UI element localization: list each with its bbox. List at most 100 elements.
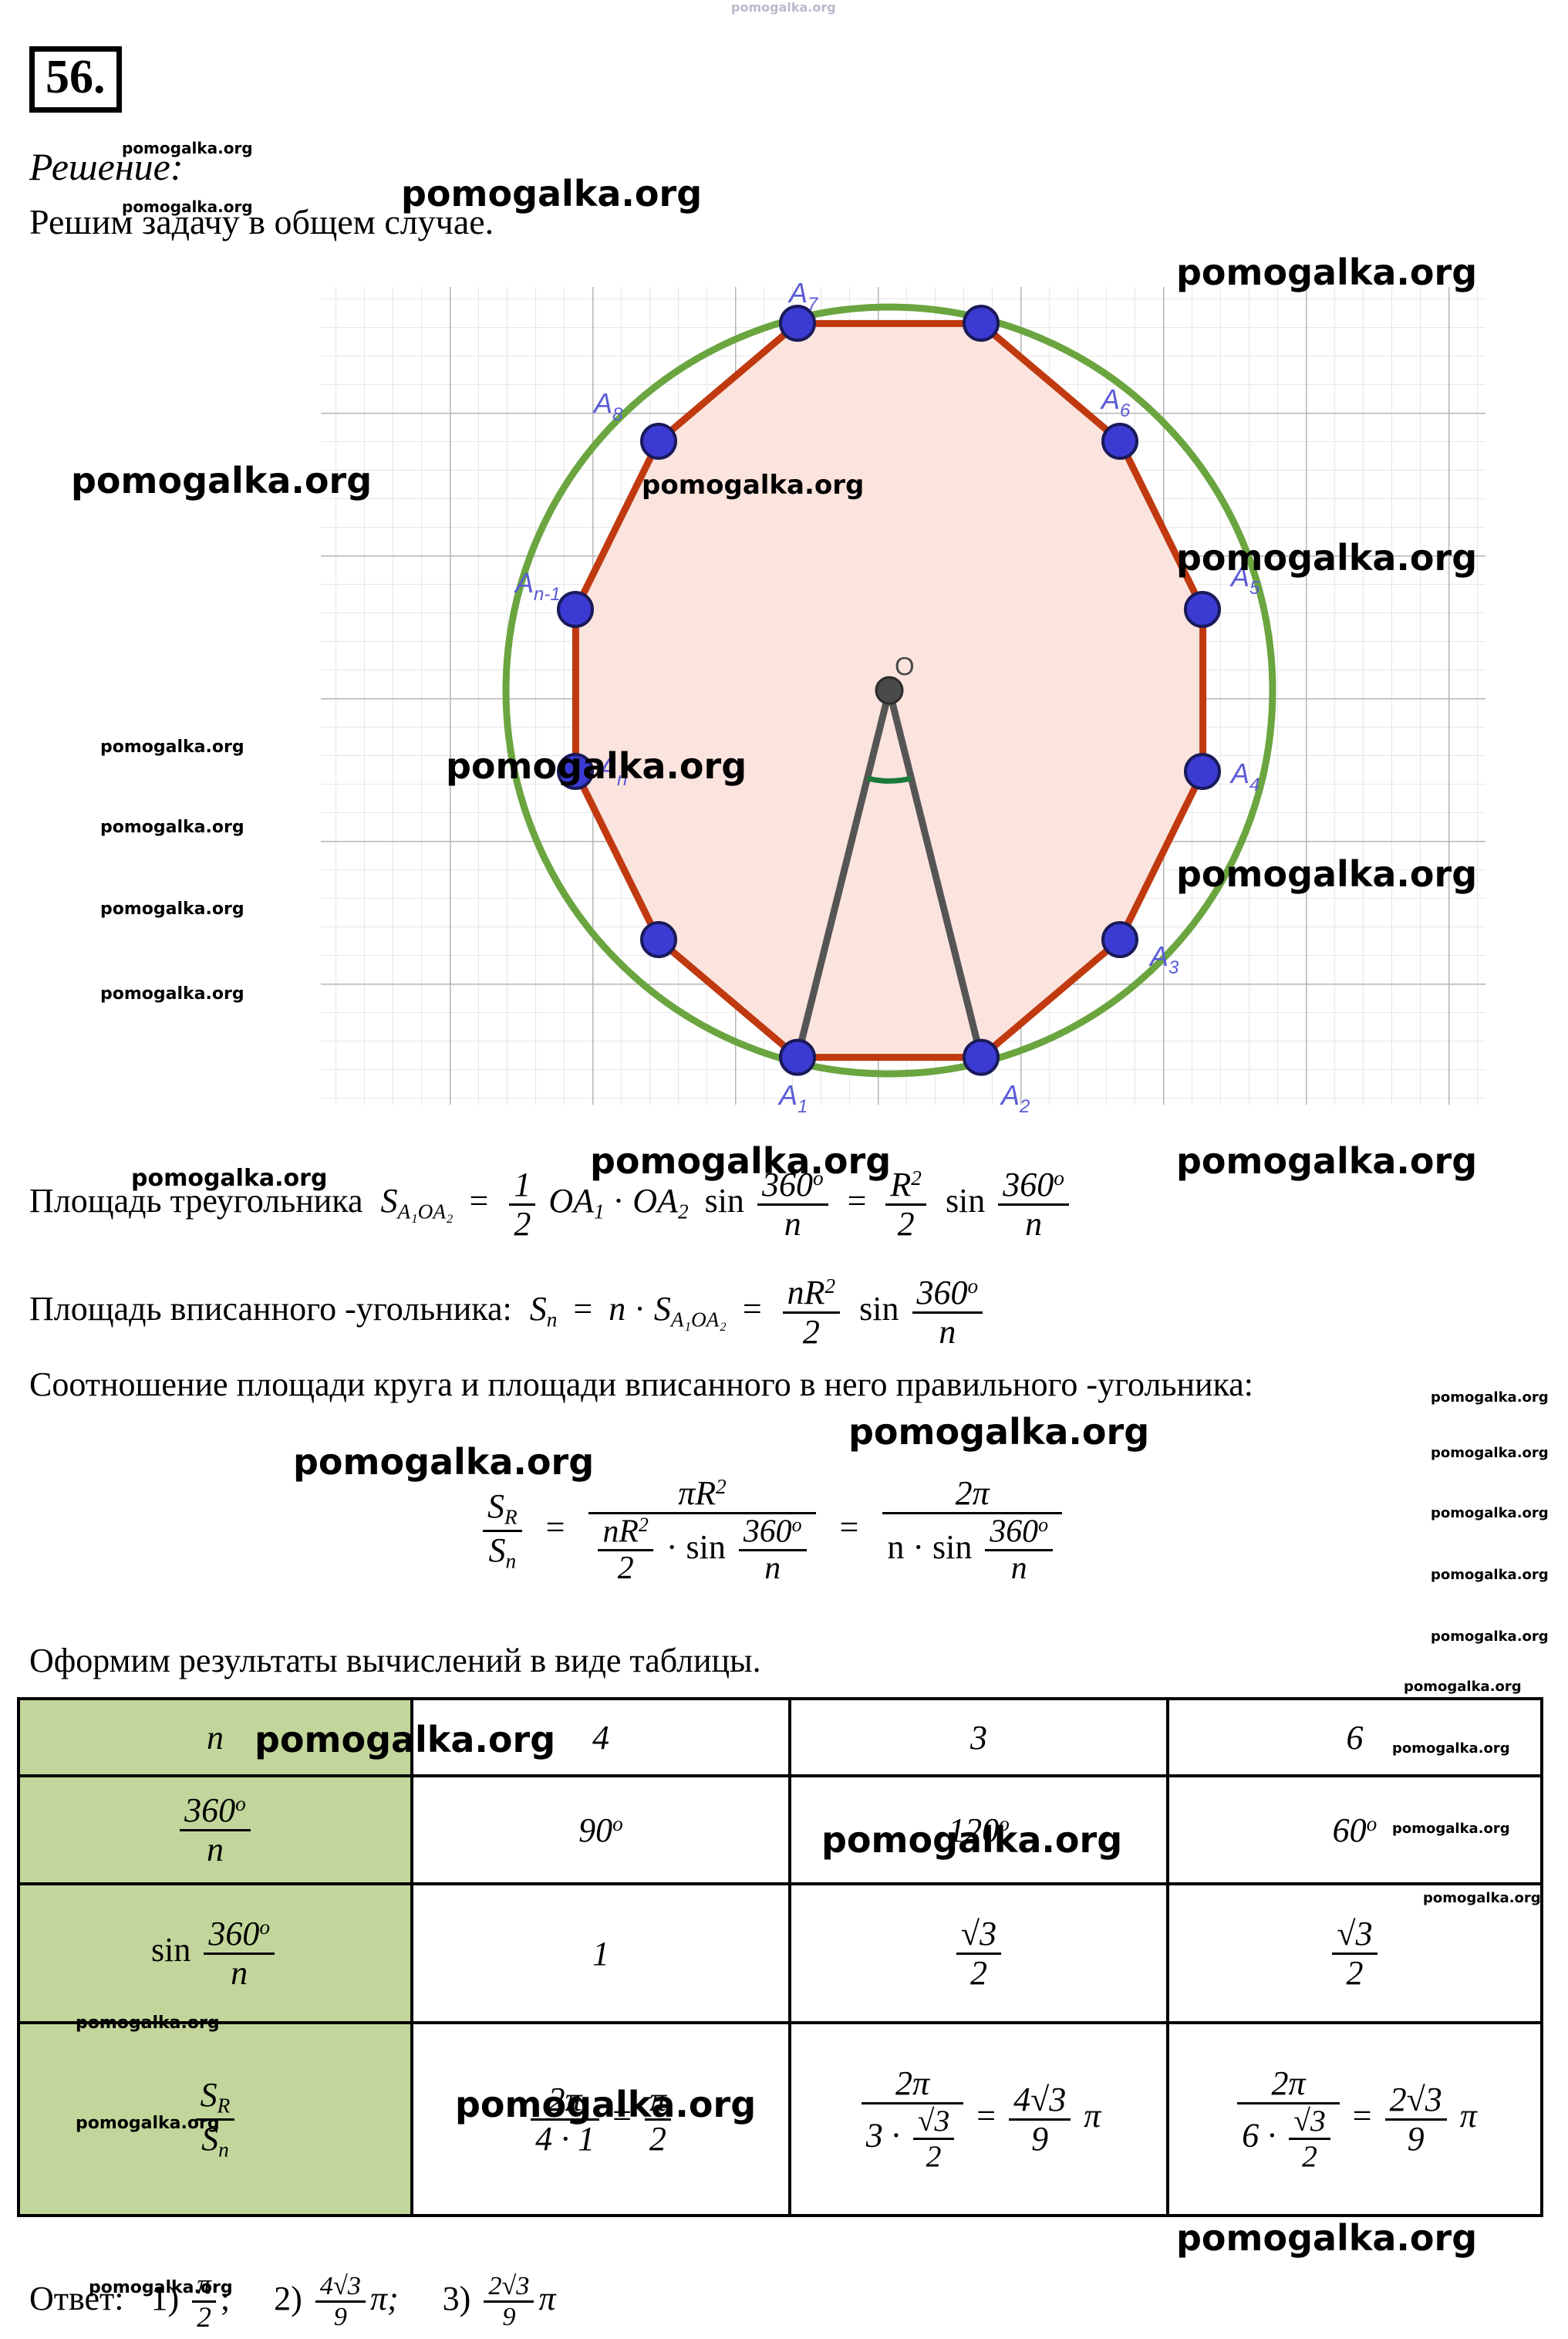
- vertex-extra-2: [640, 921, 677, 958]
- results-table: n 4 3 6 360o n 90o 120o 60o: [17, 1697, 1543, 2217]
- table-row-angle: 360o n 90o 120o 60o: [17, 1774, 1543, 1885]
- table-label-n: n: [17, 1697, 413, 1777]
- ratio-nR2-frac: nR2 2: [598, 1514, 653, 1587]
- watermark-21: pomogalka.org: [1431, 1567, 1549, 1583]
- formula-1-half-den: 2: [509, 1203, 536, 1243]
- formula-2-angle-num: 360o: [916, 1274, 979, 1311]
- formula-2-n: n: [609, 1290, 626, 1328]
- watermark-17: pomogalka.org: [848, 1411, 1150, 1453]
- ratio-angle-2: 360o n: [985, 1514, 1054, 1587]
- formula-2-nR2-num: nR2: [787, 1274, 836, 1311]
- table-label-sin: sin 360o n: [17, 1882, 413, 2024]
- formula-1-S-sub: A₁OA₂: [397, 1200, 454, 1224]
- formula-1-half: 1 2: [509, 1166, 536, 1243]
- formula-1-angle: 360o n: [757, 1166, 828, 1242]
- watermark-22: pomogalka.org: [1431, 1629, 1549, 1645]
- formula-2-angle-den: n: [912, 1311, 983, 1351]
- formula-line-1: Площадь треугольника SA₁OA₂ = 1 2 OA1 · …: [29, 1166, 1074, 1242]
- table-label-angle: 360o n: [17, 1774, 413, 1885]
- table-cell-n-1: 4: [410, 1697, 791, 1777]
- inscribed-polygon-figure: O A1 A2 A3 A4: [307, 270, 1518, 1126]
- table-cell-sin-1: 1: [410, 1882, 791, 2024]
- table-cell-sin-3: √3 2: [1166, 1882, 1543, 2024]
- answer-line: Ответ: 1) π 2 ; 2) 4√3 9 π; 3) 2√3 9 π: [29, 2269, 556, 2334]
- formula-1-sin: sin: [704, 1182, 744, 1220]
- triangle-radii: [794, 687, 985, 1061]
- formula-1-R2-den: 2: [885, 1203, 926, 1243]
- formula-2-angle: 360o n: [912, 1274, 983, 1350]
- answer-item-2: 4√3 9 π;: [311, 2272, 407, 2331]
- ratio-right-den: n · sin 360o n: [882, 1511, 1063, 1587]
- formula-1-half-num: 1: [514, 1166, 531, 1203]
- answer-item-2-index: 2): [274, 2279, 302, 2317]
- table-cell-sin-2: √3 2: [788, 1882, 1169, 2024]
- ratio-SR: SR: [487, 1487, 518, 1530]
- watermark-19: pomogalka.org: [1431, 1445, 1549, 1461]
- ratio-piR2: πR2: [678, 1474, 727, 1512]
- formula-2-nR2-den: 2: [782, 1311, 841, 1351]
- ratio-Sn: Sn: [483, 1529, 522, 1573]
- formula-1-OA1: OA: [548, 1182, 594, 1220]
- vertex-A1: [779, 1038, 816, 1076]
- table-cell-angle-1: 90o: [410, 1774, 791, 1885]
- formula-line-2: Площадь вписанного -угольника: Sn = n · …: [29, 1274, 987, 1350]
- watermark-9: pomogalka.org: [100, 818, 244, 837]
- formula-1-sin2: sin: [945, 1182, 986, 1220]
- formula-1-eq2: =: [847, 1182, 867, 1220]
- answer-item-1-index: 1): [150, 2279, 180, 2317]
- table-row-n: n 4 3 6: [17, 1697, 1543, 1777]
- formula-2-S2: S: [653, 1290, 671, 1328]
- table-cell-n-2: 3: [788, 1697, 1169, 1777]
- task-number: 56.: [46, 51, 106, 103]
- solution-label: Решение:: [29, 145, 184, 188]
- formula-1-angle-num: 360o: [761, 1166, 824, 1203]
- formula-2-eq2: =: [742, 1290, 762, 1328]
- vertex-A2: [963, 1038, 1000, 1076]
- table-cell-ratio-2: 2π 3 · √3 2 = 4√3: [788, 2021, 1169, 2217]
- table-row-ratio: SR Sn 2π 4 · 1 = π 2: [17, 2021, 1543, 2217]
- table-label-ratio: SR Sn: [17, 2021, 413, 2217]
- formula-2-S2-sub: A₁OA₂: [670, 1308, 727, 1332]
- ratio-right: 2π n · sin 360o n: [882, 1475, 1063, 1587]
- formula-line-4: Оформим результаты вычислений в виде таб…: [29, 1642, 761, 1679]
- table-cell-angle-2: 120o: [788, 1774, 1169, 1885]
- formula-1-dot: ·: [612, 1182, 625, 1220]
- vertex-An: [640, 423, 677, 460]
- formula-1-eq: =: [469, 1182, 489, 1220]
- table-row-sin: sin 360o n 1 √3 2 √3: [17, 1882, 1543, 2024]
- vertex-A7: [963, 305, 1000, 342]
- vertex-A8: [779, 305, 816, 342]
- watermark-10: pomogalka.org: [100, 899, 244, 919]
- formula-1-angle-den: n: [757, 1203, 828, 1243]
- formula-1-OA2: OA: [632, 1182, 678, 1220]
- formula-1-S: S: [380, 1182, 398, 1220]
- watermark-11: pomogalka.org: [100, 984, 244, 1004]
- watermark-0: pomogalka.org: [731, 0, 836, 15]
- solution-line-1: Решим задачу в общем случае.: [29, 202, 494, 241]
- label-A3: A3: [1148, 940, 1179, 978]
- task-number-box: 56.: [29, 46, 122, 113]
- polygon-vertices: [557, 305, 1221, 1076]
- formula-2-nR2: nR2 2: [782, 1274, 841, 1351]
- label-A1: A1: [777, 1079, 808, 1117]
- table-cell-ratio-3: 2π 6 · √3 2 = 2√3: [1166, 2021, 1543, 2217]
- circumscribed-circle: [502, 303, 1276, 1078]
- svg-text:O: O: [895, 652, 915, 680]
- formula-2-S-sub: n: [546, 1308, 558, 1332]
- ratio-middle: πR2 nR2 2 · sin 360o n: [588, 1474, 816, 1587]
- vertex-An-1: [557, 591, 594, 628]
- formula-2-sin: sin: [859, 1290, 899, 1328]
- formula-1-angle2-num: 360o: [1003, 1166, 1064, 1203]
- watermark-8: pomogalka.org: [100, 737, 244, 757]
- answer-item-1: π 2 ;: [187, 2269, 238, 2334]
- ratio-left: SR Sn: [483, 1488, 522, 1572]
- formula-line-3: Соотношение площади круга и площади впис…: [29, 1365, 1254, 1403]
- watermark-20: pomogalka.org: [1431, 1505, 1549, 1521]
- answer-label: Ответ:: [29, 2279, 124, 2317]
- formula-1-angle2-den: n: [998, 1203, 1069, 1243]
- table-cell-n-3: 6: [1166, 1697, 1543, 1777]
- vertex-A6: [1101, 423, 1138, 460]
- center-point-O: O: [875, 652, 915, 705]
- formula-2-dot: ·: [634, 1290, 646, 1328]
